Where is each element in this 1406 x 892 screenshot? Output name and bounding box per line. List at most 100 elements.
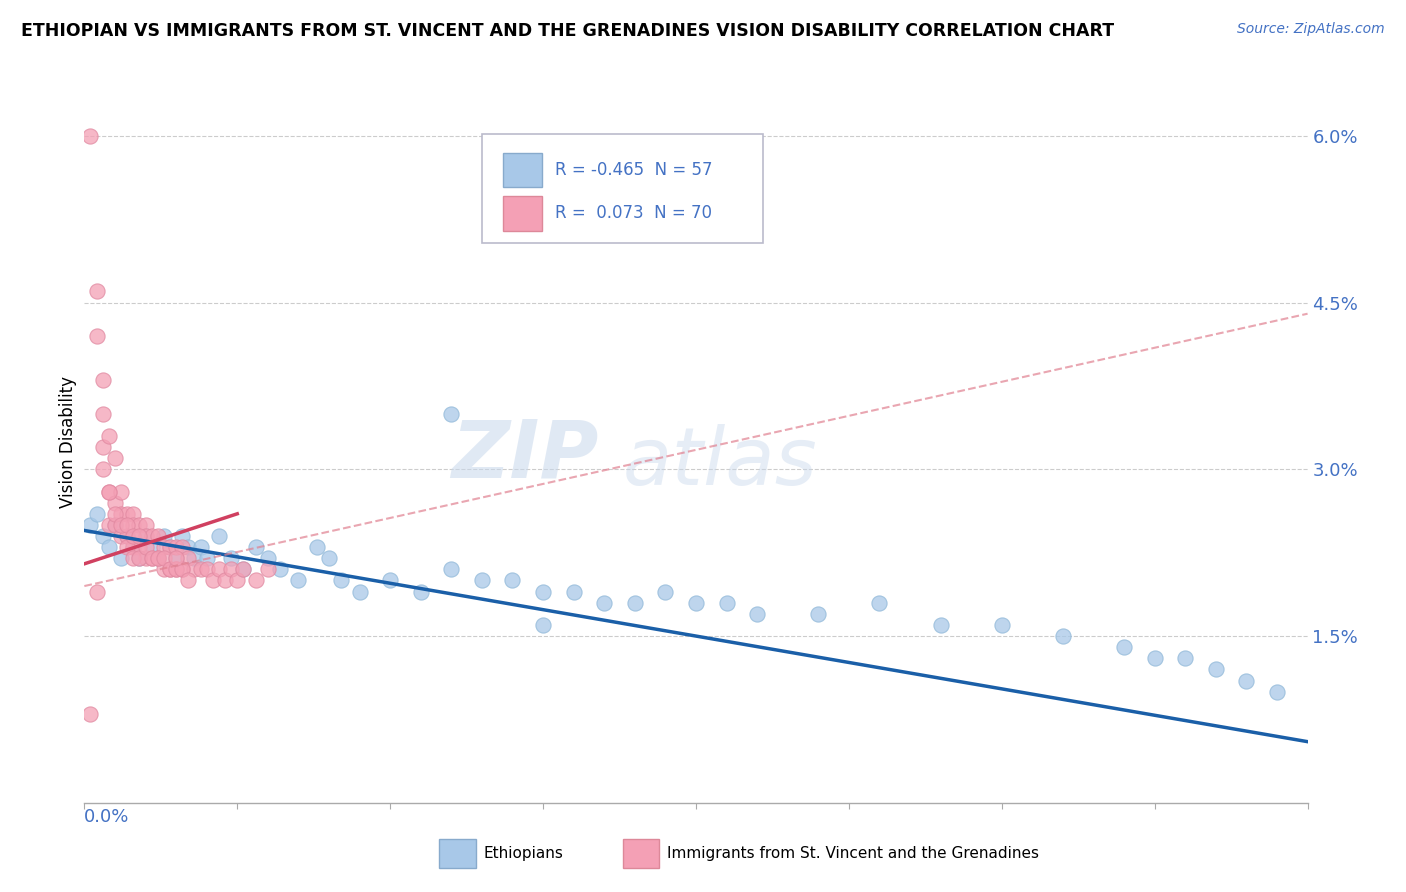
Point bbox=[165, 551, 187, 566]
Point bbox=[128, 529, 150, 543]
Point bbox=[128, 551, 150, 566]
Point bbox=[86, 285, 108, 299]
Point bbox=[531, 584, 554, 599]
Point bbox=[153, 551, 176, 566]
Point bbox=[1174, 651, 1197, 665]
Point bbox=[135, 551, 157, 566]
FancyBboxPatch shape bbox=[503, 153, 541, 187]
Point bbox=[245, 540, 267, 554]
Point bbox=[141, 551, 163, 566]
Point bbox=[232, 562, 254, 576]
Point bbox=[110, 484, 132, 499]
Point bbox=[141, 551, 163, 566]
Point bbox=[115, 517, 138, 532]
Point bbox=[115, 529, 138, 543]
Point bbox=[122, 529, 145, 543]
Point bbox=[146, 529, 169, 543]
Point bbox=[104, 517, 127, 532]
Point bbox=[330, 574, 353, 588]
Point bbox=[97, 540, 120, 554]
Point bbox=[318, 551, 340, 566]
Point bbox=[654, 584, 676, 599]
Point bbox=[716, 596, 738, 610]
Point bbox=[685, 596, 707, 610]
Point bbox=[991, 618, 1014, 632]
Point bbox=[172, 529, 194, 543]
Point bbox=[122, 551, 145, 566]
Point bbox=[245, 574, 267, 588]
Point bbox=[208, 529, 231, 543]
Point bbox=[219, 551, 242, 566]
Point bbox=[257, 551, 280, 566]
Point bbox=[190, 562, 212, 576]
Point bbox=[562, 584, 585, 599]
Point bbox=[91, 440, 114, 454]
Point bbox=[104, 496, 127, 510]
Point bbox=[79, 517, 101, 532]
Point bbox=[183, 562, 205, 576]
Point bbox=[183, 551, 205, 566]
Point bbox=[110, 507, 132, 521]
Point bbox=[440, 562, 463, 576]
Point bbox=[172, 540, 194, 554]
Point bbox=[115, 529, 138, 543]
Point bbox=[269, 562, 291, 576]
Point bbox=[104, 517, 127, 532]
FancyBboxPatch shape bbox=[482, 135, 763, 243]
Point bbox=[531, 618, 554, 632]
Point bbox=[409, 584, 432, 599]
Text: ETHIOPIAN VS IMMIGRANTS FROM ST. VINCENT AND THE GRENADINES VISION DISABILITY CO: ETHIOPIAN VS IMMIGRANTS FROM ST. VINCENT… bbox=[21, 22, 1114, 40]
Point bbox=[122, 507, 145, 521]
Point bbox=[122, 517, 145, 532]
Point bbox=[153, 540, 176, 554]
Point bbox=[440, 407, 463, 421]
Point bbox=[305, 540, 328, 554]
Point bbox=[91, 529, 114, 543]
Point bbox=[380, 574, 402, 588]
Point bbox=[159, 540, 181, 554]
Point bbox=[226, 574, 249, 588]
Point bbox=[79, 706, 101, 721]
Point bbox=[165, 562, 187, 576]
Point bbox=[1114, 640, 1136, 655]
Point bbox=[135, 517, 157, 532]
Point bbox=[1205, 662, 1227, 676]
Point bbox=[110, 529, 132, 543]
Point bbox=[135, 540, 157, 554]
Point bbox=[190, 540, 212, 554]
Point bbox=[201, 574, 224, 588]
Y-axis label: Vision Disability: Vision Disability bbox=[59, 376, 77, 508]
Point bbox=[135, 529, 157, 543]
Point bbox=[869, 596, 891, 610]
FancyBboxPatch shape bbox=[439, 838, 475, 868]
Point bbox=[349, 584, 371, 599]
Text: R = -0.465  N = 57: R = -0.465 N = 57 bbox=[555, 161, 713, 179]
Point bbox=[172, 562, 194, 576]
Point bbox=[177, 551, 200, 566]
Point bbox=[135, 529, 157, 543]
Point bbox=[195, 562, 218, 576]
Point bbox=[929, 618, 952, 632]
Point bbox=[1052, 629, 1074, 643]
Text: Source: ZipAtlas.com: Source: ZipAtlas.com bbox=[1237, 22, 1385, 37]
Point bbox=[471, 574, 494, 588]
Point bbox=[110, 551, 132, 566]
Point bbox=[115, 540, 138, 554]
Point bbox=[214, 574, 236, 588]
Point bbox=[146, 551, 169, 566]
Point bbox=[115, 507, 138, 521]
Point bbox=[86, 507, 108, 521]
Point bbox=[91, 373, 114, 387]
Point bbox=[86, 329, 108, 343]
Point bbox=[128, 517, 150, 532]
Point bbox=[159, 562, 181, 576]
Point bbox=[257, 562, 280, 576]
Point bbox=[232, 562, 254, 576]
Point bbox=[208, 562, 231, 576]
Point bbox=[97, 484, 120, 499]
Point bbox=[165, 562, 187, 576]
Point bbox=[91, 407, 114, 421]
Point bbox=[122, 540, 145, 554]
Point bbox=[502, 574, 524, 588]
Text: 0.0%: 0.0% bbox=[84, 808, 129, 826]
